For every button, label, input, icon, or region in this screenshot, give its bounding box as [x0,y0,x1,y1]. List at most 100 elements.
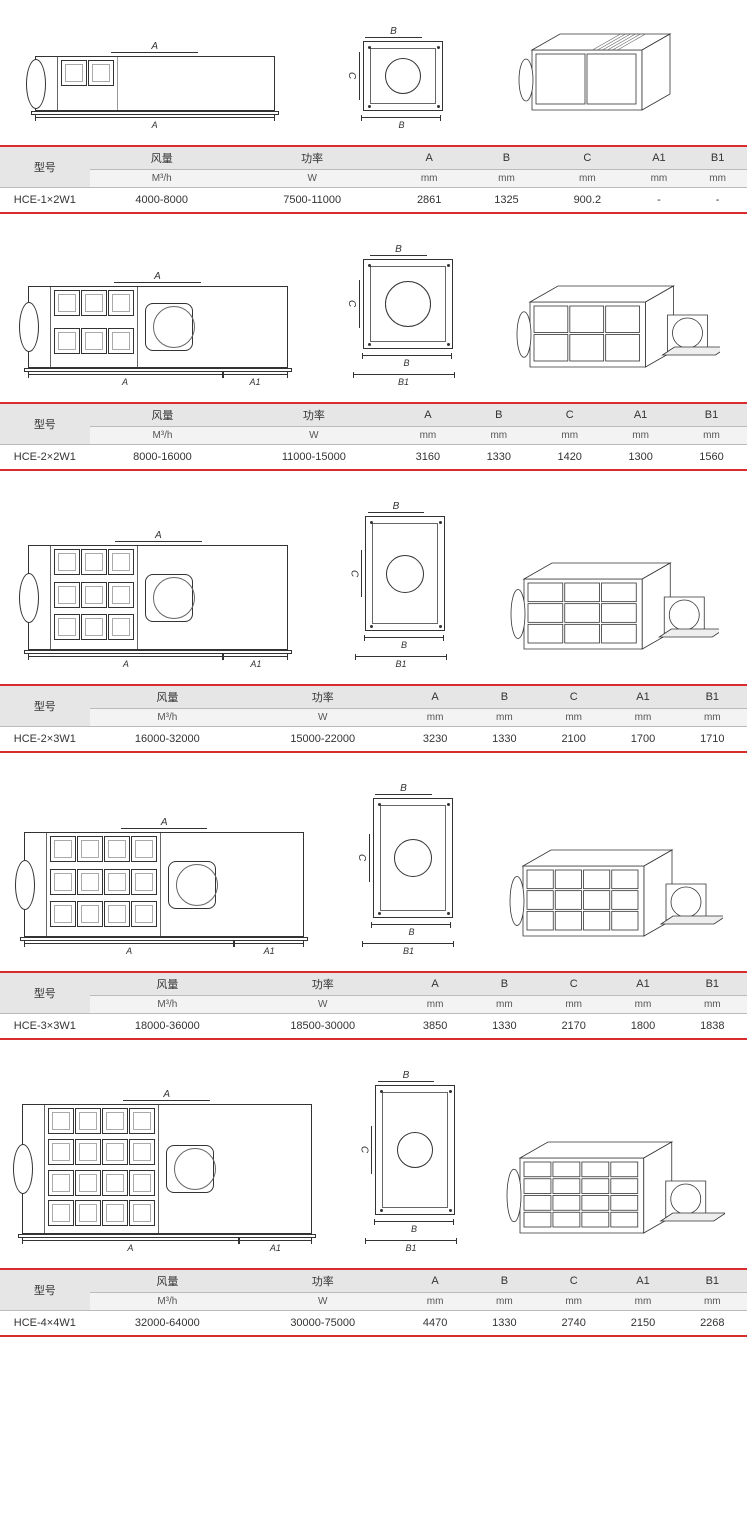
cell-A1: 1700 [608,727,677,753]
unit-B1: mm [678,709,747,727]
unit-B1: mm [676,427,747,445]
cell-model: HCE-2×2W1 [0,445,90,471]
cell-B1: 1838 [678,1014,747,1040]
filter-cell [102,1200,128,1226]
col-power: 功率 [235,403,392,427]
filter-cell [81,582,107,608]
dim-label-A1: A1 [223,374,288,387]
col-airflow: 风量 [90,685,245,709]
cell-model: HCE-3×3W1 [0,1014,90,1040]
side-elevation-view: AAA1 [24,817,304,956]
filter-cell [77,869,103,895]
filter-cell [104,836,130,862]
filter-cell [54,328,80,354]
filter-cell [75,1200,101,1226]
unit-power: W [245,1293,400,1311]
dim-label-A: A [123,1089,210,1101]
unit-B: mm [470,1293,539,1311]
cell-A: 4470 [400,1311,469,1337]
filter-cell [50,869,76,895]
cell-A1: - [630,188,689,214]
filter-cell [129,1170,155,1196]
unit-C: mm [539,709,608,727]
col-power: 功率 [245,1269,400,1293]
unit-A: mm [400,1293,469,1311]
filter-cell [54,582,80,608]
col-B: B [463,403,534,427]
filter-cell [75,1108,101,1134]
unit-C: mm [539,1293,608,1311]
unit-airflow: M³/h [90,170,234,188]
unit-B: mm [470,709,539,727]
filter-cell [88,60,114,86]
cell-A1: 2150 [608,1311,677,1337]
dim-label-C: C [344,280,360,327]
cell-B: 1330 [470,727,539,753]
col-B1: B1 [676,403,747,427]
col-C: C [539,972,608,996]
col-C: C [545,146,630,170]
col-B: B [470,972,539,996]
isometric-view [504,529,719,669]
dim-label-B: B [365,26,422,38]
col-A: A [391,146,468,170]
cell-airflow: 8000-16000 [90,445,236,471]
cell-B: 1325 [468,188,545,214]
col-power: 功率 [245,972,400,996]
col-B1: B1 [678,1269,747,1293]
side-elevation-view: AA [35,41,275,130]
cell-A1: 1800 [608,1014,677,1040]
filter-cell [77,901,103,927]
dim-label-A: A [24,943,234,956]
filter-cell [54,290,80,316]
end-view: BCB [344,26,443,130]
col-model: 型号 [0,403,90,445]
col-B: B [470,1269,539,1293]
col-B1: B1 [688,146,747,170]
filter-cell [81,614,107,640]
cell-B1: 2268 [678,1311,747,1337]
cell-power: 7500-11000 [234,188,391,214]
cell-C: 2100 [539,727,608,753]
unit-A1: mm [608,1293,677,1311]
dim-label-A1: A1 [234,943,304,956]
col-A1: A1 [605,403,676,427]
filter-cell [61,60,87,86]
col-airflow: 风量 [90,972,245,996]
dim-label-A1: A1 [239,1240,312,1253]
filter-cell [77,836,103,862]
dim-label-A1: A1 [223,656,288,669]
dim-label-A: A [115,530,202,542]
filter-cell [54,614,80,640]
dim-label-A: A [114,271,201,283]
cell-airflow: 32000-64000 [90,1311,245,1337]
col-A: A [400,1269,469,1293]
cell-power: 30000-75000 [245,1311,400,1337]
filter-cell [50,901,76,927]
filter-cell [102,1170,128,1196]
col-C: C [534,403,605,427]
end-view: BCBB1 [352,783,454,956]
unit-A: mm [391,170,468,188]
dim-label-C: C [346,550,362,597]
spec-table: 型号风量功率ABCA1B1M³/hWmmmmmmmmmmHCE-4×4W1320… [0,1268,747,1337]
filter-cell [48,1200,74,1226]
col-A: A [400,685,469,709]
col-B: B [470,685,539,709]
col-model: 型号 [0,1269,90,1311]
col-B: B [468,146,545,170]
dim-label-B: B [368,501,425,513]
cell-B1: 1710 [678,727,747,753]
product-section: AABCB型号风量功率ABCA1B1M³/hWmmmmmmmmmmHCE-1×2… [0,0,747,214]
unit-A1: mm [608,996,677,1014]
filter-cell [81,549,107,575]
cell-power: 18500-30000 [245,1014,400,1040]
col-power: 功率 [245,685,400,709]
cell-model: HCE-2×3W1 [0,727,90,753]
col-A1: A1 [608,972,677,996]
cell-airflow: 18000-36000 [90,1014,245,1040]
table-row: HCE-1×2W14000-80007500-1100028611325900.… [0,188,747,214]
spec-table: 型号风量功率ABCA1B1M³/hWmmmmmmmmmmHCE-2×2W1800… [0,402,747,471]
unit-C: mm [539,996,608,1014]
diagram-row: AAA1 BCBB1 [0,773,747,971]
